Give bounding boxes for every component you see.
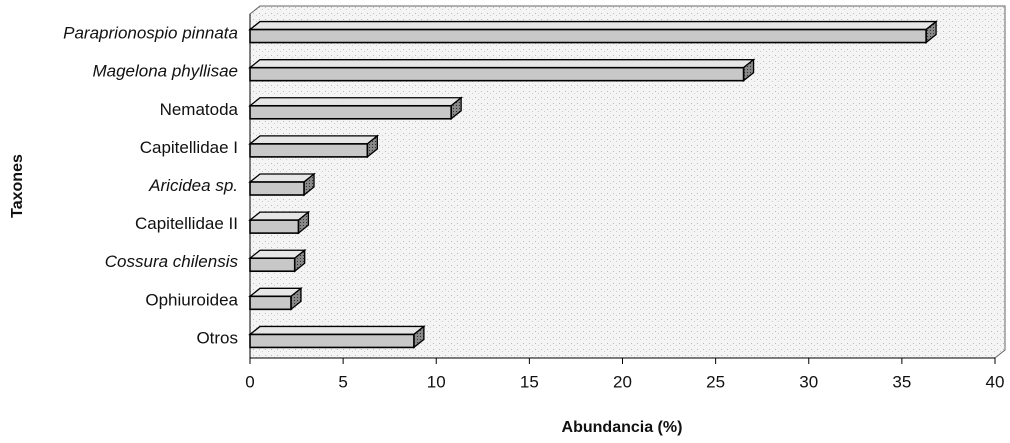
y-tick-label: Aricidea sp.	[148, 176, 238, 195]
x-tick-label: 10	[427, 372, 446, 391]
x-tick-label: 15	[520, 372, 539, 391]
bar	[249, 181, 305, 196]
x-tick-label: 30	[799, 372, 818, 391]
x-tick-label: 35	[892, 372, 911, 391]
y-tick-label: Magelona phyllisae	[92, 62, 238, 81]
x-tick-label: 25	[706, 372, 725, 391]
y-tick-label: Nematoda	[160, 100, 239, 119]
x-tick-label: 20	[613, 372, 632, 391]
y-tick-label: Paraprionospio pinnata	[63, 24, 238, 43]
bar-top	[248, 135, 380, 145]
y-tick-label: Cossura chilensis	[105, 252, 239, 271]
x-axis-title: Abundancia (%)	[562, 419, 683, 436]
x-tick-label: 40	[986, 372, 1005, 391]
bar	[249, 295, 292, 311]
bar	[249, 104, 452, 120]
bar-top	[248, 97, 464, 107]
x-tick-label: 0	[245, 372, 254, 391]
bar-top	[248, 20, 938, 31]
y-tick-label: Capitellidae I	[140, 138, 238, 157]
bar	[249, 219, 300, 234]
bar	[249, 28, 927, 44]
y-tick-label: Capitellidae II	[135, 214, 238, 233]
bar-top	[248, 173, 316, 183]
bar	[249, 333, 415, 349]
x-tick-label: 5	[338, 372, 347, 391]
bar-top	[248, 325, 426, 336]
y-tick-label: Otros	[196, 328, 238, 347]
bar	[249, 66, 745, 82]
y-axis-title: Taxones	[9, 154, 26, 218]
bar	[249, 257, 296, 273]
y-tick-label: Ophiuroidea	[145, 290, 238, 309]
plot-area	[249, 5, 1006, 359]
bar-top	[248, 59, 756, 69]
bar	[249, 143, 369, 158]
